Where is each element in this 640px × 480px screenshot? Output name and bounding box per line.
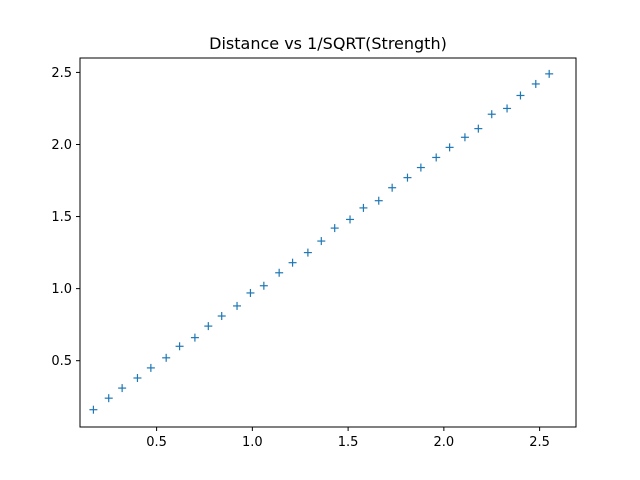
plot-area-frame (79, 57, 577, 428)
y-tick-label: 1.0 (51, 282, 72, 297)
data-point (246, 288, 255, 297)
x-tick-label: 1.0 (242, 435, 263, 450)
data-point (303, 248, 312, 257)
data-point (217, 312, 226, 321)
data-point (487, 110, 496, 119)
data-point (432, 153, 441, 162)
data-point (162, 353, 171, 362)
chart-title: Distance vs 1/SQRT(Strength) (209, 34, 447, 53)
y-tick-label: 2.0 (51, 138, 72, 153)
data-point (531, 79, 540, 88)
data-point (317, 237, 326, 246)
y-axis-ticks: 0.5 1.0 1.5 2.0 2.5 (51, 66, 80, 369)
data-point (388, 183, 397, 192)
data-point (104, 394, 113, 403)
data-point (474, 124, 483, 133)
data-point (133, 373, 142, 382)
data-point (233, 301, 242, 310)
data-point (416, 163, 425, 172)
data-point (545, 69, 554, 78)
data-point (516, 91, 525, 100)
data-point (359, 203, 368, 212)
x-tick-label: 2.0 (434, 435, 455, 450)
data-point (259, 281, 268, 290)
data-point (346, 215, 355, 224)
x-tick-label: 0.5 (146, 435, 167, 450)
y-tick-label: 0.5 (51, 354, 72, 369)
data-point (374, 196, 383, 205)
data-point (118, 384, 127, 393)
data-point (204, 322, 213, 331)
data-points (89, 69, 554, 414)
data-point (146, 363, 155, 372)
data-point (403, 173, 412, 182)
data-point (445, 143, 454, 152)
x-tick-label: 1.5 (338, 435, 359, 450)
y-tick-label: 1.5 (51, 210, 72, 225)
data-point (275, 268, 284, 277)
data-point (175, 342, 184, 351)
x-axis-ticks: 0.5 1.0 1.5 2.0 2.5 (146, 427, 550, 450)
data-point (460, 133, 469, 142)
y-tick-label: 2.5 (51, 66, 72, 81)
data-point (190, 333, 199, 342)
data-point (89, 405, 98, 414)
data-point (330, 224, 339, 233)
data-point (503, 104, 512, 113)
data-point (288, 258, 297, 267)
x-tick-label: 2.5 (529, 435, 550, 450)
